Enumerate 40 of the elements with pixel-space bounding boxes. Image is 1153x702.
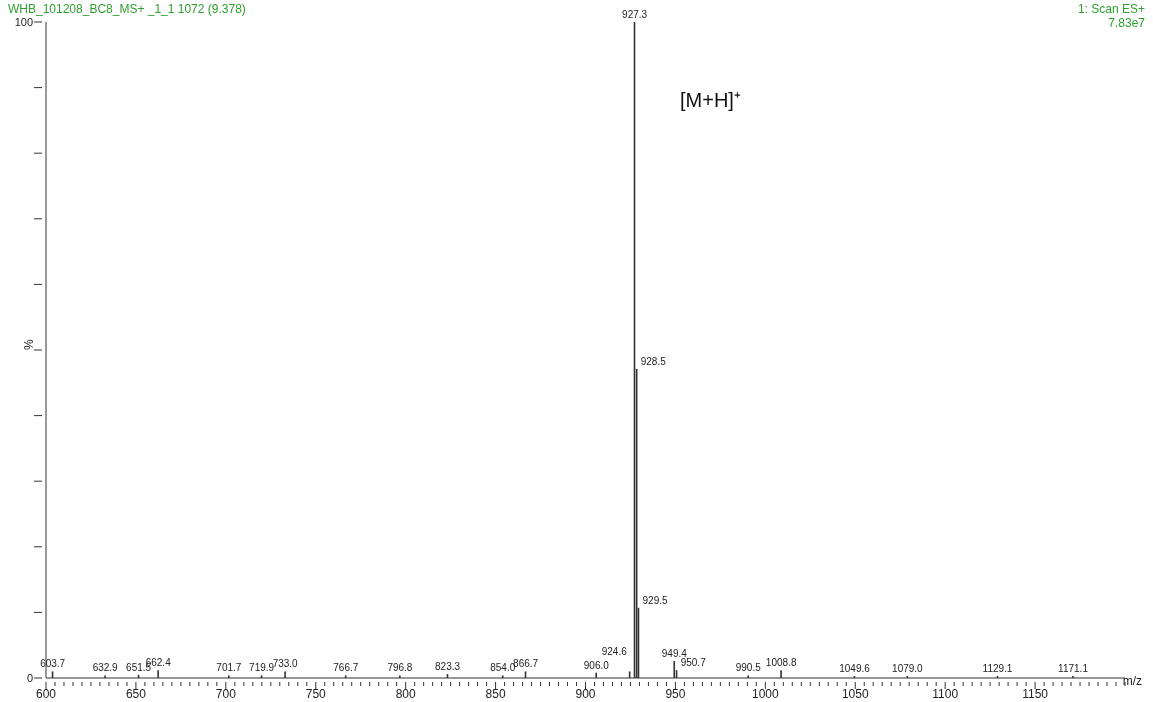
x-tick-label: 1100 bbox=[932, 687, 959, 701]
annotation: 1129.1 bbox=[982, 663, 1013, 675]
annotation: 632.9 bbox=[92, 662, 119, 674]
annotation: 701.7 bbox=[216, 662, 242, 674]
annotation: 1008.8 bbox=[765, 657, 797, 669]
x-tick-label: 1050 bbox=[841, 687, 869, 701]
annotation: 990.5 bbox=[735, 662, 762, 674]
x-tick-label: 950 bbox=[665, 687, 686, 701]
y-tick-label: 100 bbox=[14, 16, 33, 28]
annotation: 1171.1 bbox=[1058, 663, 1089, 675]
annotation: 766.7 bbox=[333, 662, 359, 674]
x-axis-title: m/z bbox=[1122, 674, 1142, 689]
annotation: 949.4 bbox=[661, 647, 688, 659]
annotation: 823.3 bbox=[435, 661, 461, 673]
x-tick-label: 750 bbox=[305, 687, 327, 701]
x-tick-label: 850 bbox=[485, 687, 506, 701]
x-tick-label: 900 bbox=[575, 687, 596, 701]
x-tick-label: 800 bbox=[395, 687, 416, 701]
annotation: 719.9 bbox=[249, 662, 275, 674]
annotation: 1049.6 bbox=[839, 663, 871, 675]
chart-title: WHB_101208_BC8_MS+ _1_1 1072 (9.378) bbox=[8, 2, 246, 16]
x-tick-label: 700 bbox=[215, 687, 237, 701]
annotation: 929.5 bbox=[642, 594, 669, 606]
x-tick-label: 650 bbox=[125, 687, 147, 701]
annotation: 7.83e7 bbox=[1107, 16, 1145, 30]
annotation: 796.8 bbox=[387, 662, 413, 674]
annotation: 928.5 bbox=[640, 356, 667, 368]
text: 1: Scan ES+ bbox=[1077, 2, 1145, 16]
annotation: 906.0 bbox=[583, 659, 610, 671]
annotation: [M+H]⁺ bbox=[680, 88, 741, 113]
x-tick-label: 1150 bbox=[1022, 687, 1049, 701]
annotation: 1079.0 bbox=[892, 663, 924, 675]
x-tick-label: 1000 bbox=[751, 687, 779, 701]
y-tick-label: 0 bbox=[26, 672, 33, 684]
x-tick-label: 600 bbox=[35, 687, 57, 701]
annotation: 950.7 bbox=[680, 657, 707, 669]
y-axis-title: % bbox=[22, 339, 37, 350]
annotation: 603.7 bbox=[40, 658, 66, 670]
annotation: 924.6 bbox=[601, 646, 628, 658]
annotation: 927.3 bbox=[622, 9, 648, 20]
